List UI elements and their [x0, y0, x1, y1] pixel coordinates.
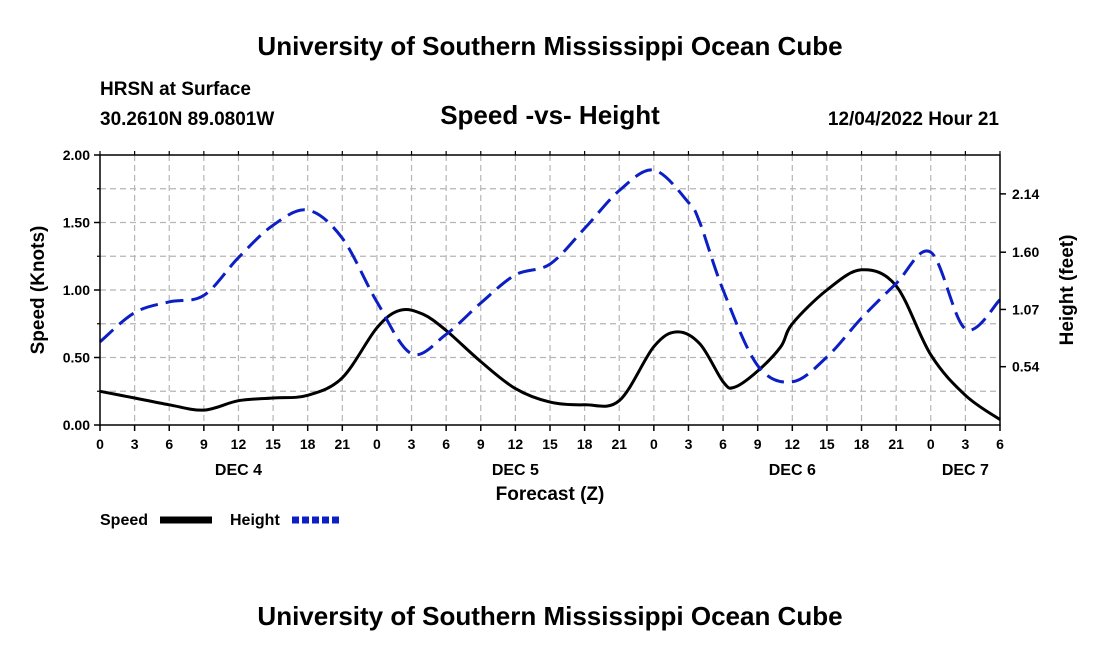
x-tick-label: 15 [542, 436, 558, 452]
day-label: DEC 6 [769, 462, 816, 479]
page-title: University of Southern Mississippi Ocean… [257, 31, 842, 61]
station-coords: 30.2610N 89.0801W [100, 109, 274, 130]
x-tick-label: 21 [335, 436, 351, 452]
x-tick-label: 12 [231, 436, 247, 452]
x-tick-label: 21 [611, 436, 627, 452]
y2-tick-label: 2.14 [1012, 186, 1039, 202]
x-tick-label: 18 [300, 436, 316, 452]
y-tick-label: 0.50 [63, 350, 90, 366]
y2-tick-label: 0.54 [1012, 359, 1039, 375]
legend-height-label: Height [230, 512, 280, 529]
x-tick-label: 18 [577, 436, 593, 452]
y-tick-label: 0.00 [63, 417, 90, 433]
y2-tick-label: 1.07 [1012, 301, 1039, 317]
x-tick-label: 6 [442, 436, 450, 452]
footer-title: University of Southern Mississippi Ocean… [257, 601, 842, 631]
series-layer [99, 168, 1002, 421]
x-tick-label: 15 [265, 436, 281, 452]
x-axis-label: Forecast (Z) [496, 484, 605, 505]
day-label: DEC 4 [215, 462, 262, 479]
x-tick-label: 0 [96, 436, 104, 452]
x-tick-label: 3 [685, 436, 693, 452]
day-label: DEC 5 [492, 462, 539, 479]
y2-tick-label: 1.60 [1012, 244, 1039, 260]
x-tick-label: 3 [131, 436, 139, 452]
station-label: HRSN at Surface [100, 79, 251, 100]
x-tick-label: 0 [373, 436, 381, 452]
y2-axis-label: Height (feet) [1057, 235, 1078, 346]
grid [100, 155, 1000, 425]
x-tick-label: 0 [650, 436, 658, 452]
forecast-datetime: 12/04/2022 Hour 21 [828, 109, 1000, 130]
y-tick-label: 2.00 [63, 147, 90, 163]
x-tick-label: 0 [927, 436, 935, 452]
y-axis-label: Speed (Knots) [28, 226, 49, 355]
axes: 0 3 6 9 12 15 18 21 0 3 6 9 12 15 18 21 0 3 6 9 12 15 18 21 0 3 6 0… [63, 147, 1040, 479]
x-tick-label: 15 [819, 436, 835, 452]
x-tick-label: 9 [754, 436, 762, 452]
x-tick-label: 3 [408, 436, 416, 452]
legend-speed-label: Speed [100, 512, 148, 529]
x-tick-label: 9 [477, 436, 485, 452]
x-tick-label: 18 [854, 436, 870, 452]
legend: Speed Height [100, 512, 342, 529]
y-tick-label: 1.50 [63, 215, 90, 231]
day-label: DEC 7 [942, 462, 989, 479]
x-tick-label: 6 [165, 436, 173, 452]
chart-title: Speed -vs- Height [440, 100, 660, 130]
x-tick-label: 21 [888, 436, 904, 452]
x-tick-label: 3 [961, 436, 969, 452]
height-series-line [99, 168, 1002, 384]
y-tick-label: 1.00 [63, 282, 90, 298]
x-tick-label: 9 [200, 436, 208, 452]
x-tick-label: 12 [508, 436, 524, 452]
speed-series-line [99, 268, 1001, 421]
x-tick-label: 6 [719, 436, 727, 452]
x-tick-label: 6 [996, 436, 1004, 452]
x-tick-label: 12 [785, 436, 801, 452]
